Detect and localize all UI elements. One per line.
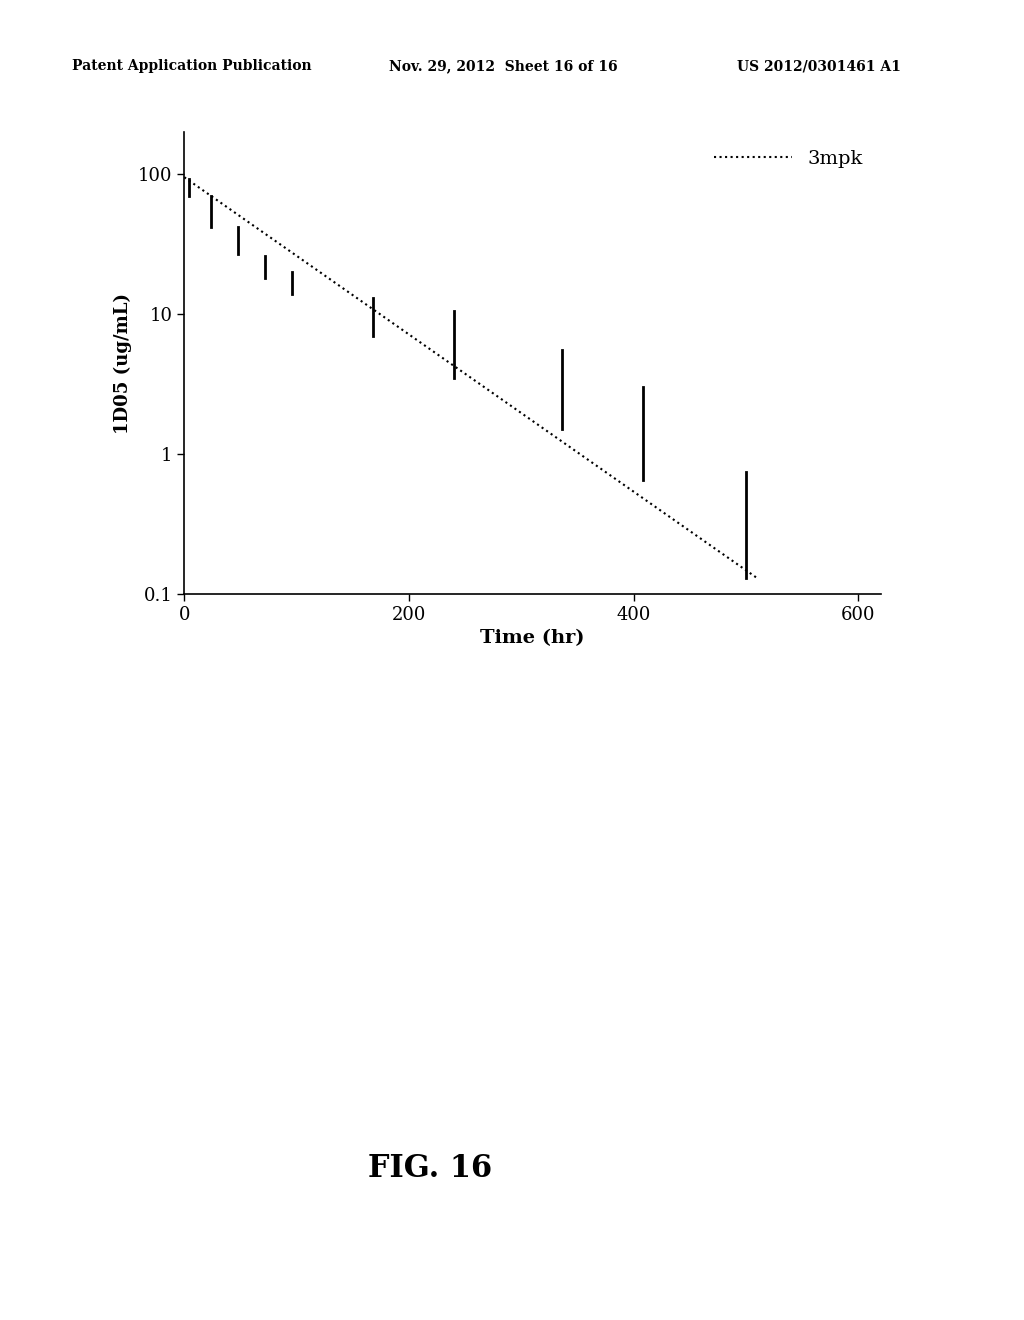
X-axis label: Time (hr): Time (hr)	[480, 630, 585, 647]
Text: FIG. 16: FIG. 16	[368, 1152, 493, 1184]
Text: Nov. 29, 2012  Sheet 16 of 16: Nov. 29, 2012 Sheet 16 of 16	[389, 59, 617, 74]
Legend: 3mpk: 3mpk	[707, 141, 871, 176]
Y-axis label: 1D05 (ug/mL): 1D05 (ug/mL)	[115, 293, 132, 433]
Text: Patent Application Publication: Patent Application Publication	[72, 59, 311, 74]
Text: US 2012/0301461 A1: US 2012/0301461 A1	[737, 59, 901, 74]
